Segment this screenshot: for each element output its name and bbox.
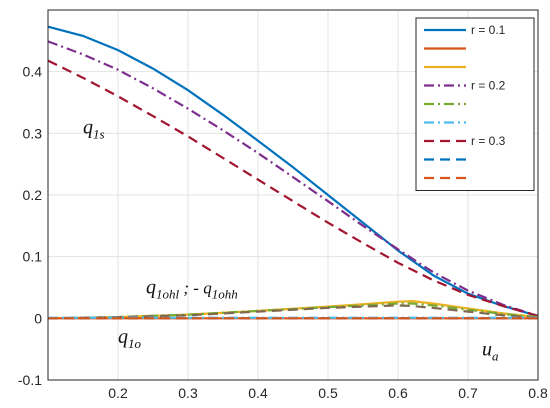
y-tick-label: 0 bbox=[34, 310, 42, 326]
x-tick-label: 0.2 bbox=[108, 385, 128, 401]
series-group bbox=[47, 25, 539, 320]
annotation-q1ohh-main: q bbox=[146, 277, 156, 299]
annotation-q1ohh: q1ohl ; - q1ohh bbox=[146, 277, 238, 302]
x-tick-label: 0.8 bbox=[528, 385, 548, 401]
annotation-q1s: q1s bbox=[83, 116, 105, 141]
annotation-q1o: q1o bbox=[118, 326, 142, 351]
annotation-ua-main: u bbox=[482, 338, 492, 360]
y-tick-label: 0.4 bbox=[23, 64, 43, 80]
x-tick-label: 0.5 bbox=[318, 385, 338, 401]
x-tick-label: 0.6 bbox=[388, 385, 408, 401]
annotation-ua-sub: a bbox=[492, 348, 499, 363]
annotation-q1o-sub: 1o bbox=[128, 336, 142, 351]
legend: r = 0.1 r = 0.2 r = 0.3 bbox=[415, 17, 535, 191]
x-tick-label: 0.3 bbox=[178, 385, 198, 401]
x-tick-label: 0.4 bbox=[248, 385, 268, 401]
annotation-q1ohh-mid: ; - q bbox=[179, 279, 212, 298]
y-tick-label: 0.1 bbox=[23, 249, 43, 265]
annotation-q1ohh-sub: 1ohl bbox=[156, 287, 180, 302]
annotation-q1ohh-sub2: 1ohh bbox=[212, 287, 238, 302]
y-tick-labels: -0.1 0 0.1 0.2 0.3 0.4 bbox=[18, 64, 42, 388]
series-line-0 bbox=[47, 25, 539, 317]
y-tick-label: 0.2 bbox=[23, 187, 43, 203]
series-line-5 bbox=[47, 304, 539, 320]
plot-frame bbox=[47, 9, 539, 381]
legend-label-0: r = 0.1 bbox=[471, 23, 506, 37]
legend-box bbox=[415, 17, 535, 191]
series-line-1 bbox=[47, 40, 539, 317]
annotation-ua: ua bbox=[482, 338, 499, 363]
x-tick-labels: 0.2 0.3 0.4 0.5 0.6 0.7 0.8 bbox=[108, 385, 548, 401]
annotation-q1s-sub: 1s bbox=[93, 126, 105, 141]
x-tick-label: 0.7 bbox=[458, 385, 478, 401]
series-line-2 bbox=[47, 59, 539, 317]
annotation-q1o-main: q bbox=[118, 326, 128, 348]
annotation-q1s-main: q bbox=[83, 116, 93, 138]
y-tick-label: -0.1 bbox=[18, 372, 42, 388]
y-tick-label: 0.3 bbox=[23, 125, 43, 141]
legend-label-6: r = 0.3 bbox=[471, 134, 506, 148]
legend-label-3: r = 0.2 bbox=[471, 79, 506, 93]
